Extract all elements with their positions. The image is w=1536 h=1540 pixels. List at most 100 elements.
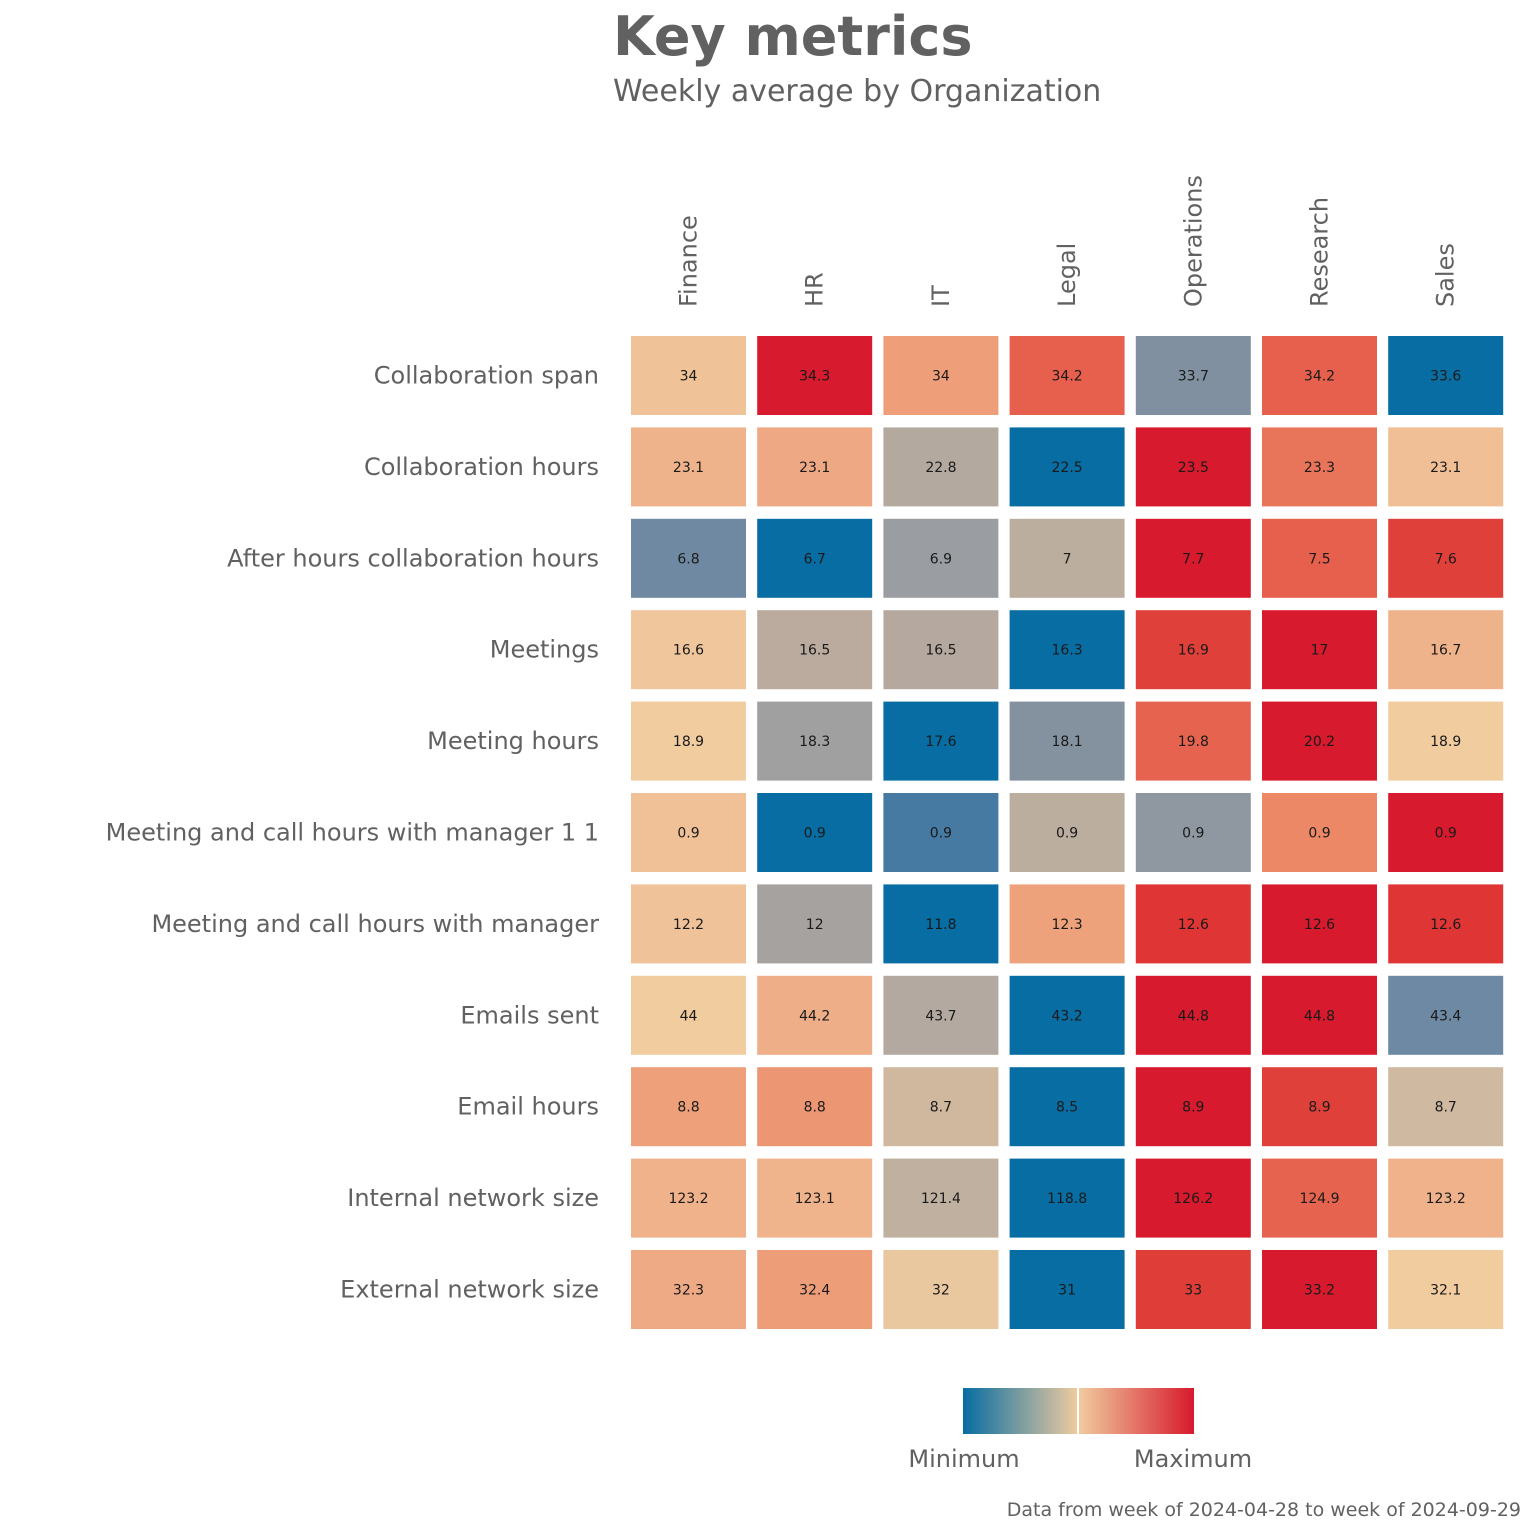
heatmap-cell	[1388, 1250, 1504, 1329]
cell-value-label: 12.6	[1304, 917, 1335, 933]
cell-value-label: 23.1	[1430, 460, 1461, 476]
row-label-external-network-size: External network size	[340, 1276, 599, 1304]
heatmap-cell	[883, 1250, 999, 1329]
cell-value-label: 8.8	[804, 1100, 826, 1116]
heatmap-cell	[631, 1158, 746, 1238]
legend-max-label: Maximum	[1134, 1445, 1252, 1473]
cell-value-label: 0.9	[1056, 826, 1078, 842]
heatmap-cell	[1262, 701, 1377, 781]
cell-value-label: 6.9	[930, 551, 952, 567]
row-label-meeting-and-call-hours-with-manager-1-1: Meeting and call hours with manager 1 1	[106, 819, 599, 847]
heatmap-cell	[1135, 427, 1251, 507]
cell-value-label: 11.8	[925, 917, 956, 933]
heatmap-cell	[883, 1067, 999, 1147]
heatmap-cell	[1135, 884, 1251, 964]
heatmap-cell	[757, 793, 873, 872]
cell-value-label: 8.7	[930, 1100, 952, 1116]
column-label-it: IT	[927, 285, 955, 307]
heatmap-cell	[757, 701, 873, 781]
cell-value-label: 43.2	[1052, 1008, 1083, 1024]
heatmap-cell	[757, 1250, 873, 1329]
cell-value-label: 121.4	[921, 1191, 961, 1207]
cell-value-label: 16.9	[1178, 643, 1209, 659]
heatmap-cell	[1262, 1067, 1377, 1147]
cell-value-label: 16.6	[673, 643, 704, 659]
cell-value-label: 34	[932, 369, 950, 385]
row-label-meetings: Meetings	[490, 636, 599, 664]
heatmap-cell	[883, 975, 999, 1055]
heatmap-cell	[1262, 1250, 1377, 1329]
cell-value-label: 17.6	[925, 734, 956, 750]
heatmap-cell	[631, 1067, 746, 1147]
heatmap-cell	[883, 518, 999, 598]
row-label-emails-sent: Emails sent	[460, 1001, 599, 1029]
cell-value-label: 22.5	[1052, 460, 1083, 476]
cell-value-label: 33	[1184, 1283, 1202, 1299]
heatmap-cell	[1388, 701, 1504, 781]
cell-value-label: 7.5	[1308, 551, 1330, 567]
column-label-operations: Operations	[1179, 175, 1207, 307]
heatmap-cell	[1262, 518, 1377, 598]
heatmap-cell	[757, 518, 873, 598]
cell-value-label: 16.5	[799, 643, 830, 659]
cell-value-label: 18.3	[799, 734, 830, 750]
heatmap-cell	[1009, 518, 1125, 598]
heatmap-cell	[883, 701, 999, 781]
heatmap-cell	[883, 610, 999, 690]
heatmap-cell	[1262, 610, 1377, 690]
cell-value-label: 23.1	[799, 460, 830, 476]
heatmap-cell	[1009, 884, 1125, 964]
cell-value-label: 123.2	[668, 1191, 708, 1207]
row-label-after-hours-collaboration-hours: After hours collaboration hours	[227, 544, 599, 572]
chart-subtitle: Weekly average by Organization	[613, 74, 1101, 109]
heatmap-cell	[1135, 1158, 1251, 1238]
heatmap-cell	[757, 1158, 873, 1238]
heatmap-cell	[1388, 610, 1504, 690]
heatmap-cell	[1135, 610, 1251, 690]
cell-value-label: 34.2	[1304, 369, 1335, 385]
heatmap-cell	[1262, 884, 1377, 964]
row-label-email-hours: Email hours	[457, 1093, 599, 1121]
cell-value-label: 8.5	[1056, 1100, 1078, 1116]
cell-value-label: 12.6	[1430, 917, 1461, 933]
heatmap-cell	[1009, 1250, 1125, 1329]
row-label-collaboration-hours: Collaboration hours	[364, 453, 599, 481]
column-label-research: Research	[1306, 197, 1334, 307]
heatmap-cell	[883, 1158, 999, 1238]
row-label-collaboration-span: Collaboration span	[374, 362, 599, 390]
heatmap-cell	[883, 793, 999, 872]
heatmap-cell	[1388, 336, 1504, 415]
cell-value-label: 12	[806, 917, 824, 933]
cell-value-label: 7.6	[1435, 551, 1457, 567]
heatmap-cell	[883, 427, 999, 507]
cell-value-label: 126.2	[1173, 1191, 1213, 1207]
cell-value-label: 0.9	[1308, 826, 1330, 842]
heatmap-cell	[1135, 975, 1251, 1055]
cell-value-label: 0.9	[1435, 826, 1457, 842]
cell-value-label: 34.3	[799, 369, 830, 385]
chart-title: Key metrics	[613, 5, 973, 68]
heatmap-cell	[883, 884, 999, 964]
cell-value-label: 118.8	[1047, 1191, 1087, 1207]
cell-value-label: 12.2	[673, 917, 704, 933]
cell-value-label: 18.9	[673, 734, 704, 750]
heatmap-cell	[631, 884, 746, 964]
cell-value-label: 8.9	[1182, 1100, 1204, 1116]
cell-value-label: 20.2	[1304, 734, 1335, 750]
heatmap-cell	[1135, 1067, 1251, 1147]
heatmap-cell	[757, 975, 873, 1055]
cell-value-label: 8.9	[1308, 1100, 1330, 1116]
cell-value-label: 123.1	[795, 1191, 835, 1207]
heatmap-cell	[1135, 518, 1251, 598]
cell-value-label: 22.8	[925, 460, 956, 476]
heatmap-cell	[757, 610, 873, 690]
heatmap-cell	[1135, 1250, 1251, 1329]
heatmap-cell	[1262, 975, 1377, 1055]
heatmap-cell	[1009, 336, 1125, 415]
cell-value-label: 0.9	[804, 826, 826, 842]
row-labels: Collaboration span Collaboration hours Aft…	[106, 362, 599, 1304]
heatmap-cell	[1009, 1067, 1125, 1147]
heatmap-cell	[1388, 427, 1504, 507]
chart-caption: Data from week of 2024-04-28 to week of …	[1007, 1499, 1521, 1521]
